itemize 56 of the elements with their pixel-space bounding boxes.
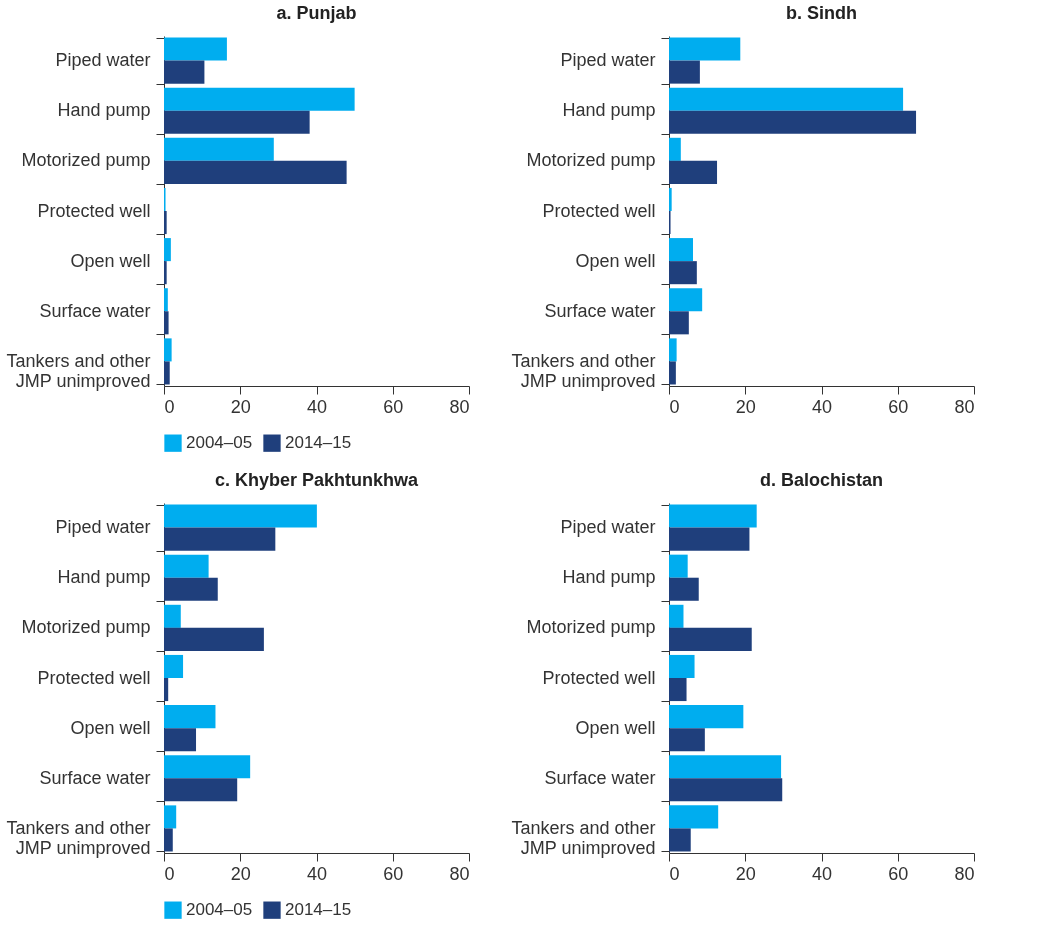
y-tick-label: Hand pump bbox=[57, 100, 151, 121]
y-tick-label: Surface water bbox=[544, 767, 656, 788]
x-tick-label: 40 bbox=[811, 396, 833, 417]
y-tick-label: Piped water bbox=[55, 517, 151, 538]
x-tick-label: 60 bbox=[383, 396, 404, 417]
x-tick-label: 20 bbox=[230, 863, 251, 884]
y-tick-label: Tankers and other JMP unimproved bbox=[511, 350, 656, 391]
legend-label: 2004–05 bbox=[186, 433, 253, 453]
y-tick-label: Hand pump bbox=[57, 567, 151, 588]
x-tick-label: 0 bbox=[164, 396, 175, 417]
y-tick-label: Tankers and other JMP unimproved bbox=[6, 350, 151, 391]
y-tick-label: Tankers and other JMP unimproved bbox=[6, 817, 151, 858]
x-tick-label: 0 bbox=[669, 863, 680, 884]
y-tick-label: Motorized pump bbox=[526, 617, 656, 638]
chart-title: b. Sindh bbox=[786, 3, 857, 23]
y-tick-label: Piped water bbox=[560, 50, 656, 71]
x-tick-label: 60 bbox=[888, 396, 909, 417]
x-tick-label: 0 bbox=[669, 396, 680, 417]
y-tick-label: Motorized pump bbox=[526, 150, 656, 171]
y-tick-label: Piped water bbox=[560, 517, 656, 538]
y-tick-label: Hand pump bbox=[562, 100, 656, 121]
y-tick-label: Open well bbox=[575, 250, 656, 271]
x-tick-label: 40 bbox=[306, 396, 328, 417]
x-tick-label: 20 bbox=[735, 863, 756, 884]
y-tick-label: Open well bbox=[575, 717, 656, 738]
chart-title: a. Punjab bbox=[276, 3, 357, 23]
y-tick-label: Open well bbox=[70, 717, 151, 738]
y-tick-label: Surface water bbox=[39, 767, 151, 788]
x-tick-label: 80 bbox=[954, 863, 975, 884]
x-tick-label: 80 bbox=[449, 396, 470, 417]
x-tick-label: 40 bbox=[811, 863, 833, 884]
x-tick-label: 60 bbox=[888, 863, 909, 884]
y-tick-label: Surface water bbox=[39, 300, 151, 321]
x-tick-label: 80 bbox=[954, 396, 975, 417]
y-tick-label: Open well bbox=[70, 250, 151, 271]
y-tick-label: Protected well bbox=[542, 667, 656, 688]
y-tick-label: Protected well bbox=[37, 200, 151, 221]
y-tick-label: Motorized pump bbox=[21, 617, 151, 638]
chart-title: c. Khyber Pakhtunkhwa bbox=[214, 470, 420, 490]
legend-label: 2014–15 bbox=[285, 900, 352, 920]
legend-label: 2004–05 bbox=[186, 900, 253, 920]
y-tick-label: Protected well bbox=[542, 200, 656, 221]
x-tick-label: 20 bbox=[735, 396, 756, 417]
x-tick-label: 40 bbox=[306, 863, 328, 884]
y-tick-label: Protected well bbox=[37, 667, 151, 688]
x-tick-label: 20 bbox=[230, 396, 251, 417]
y-tick-label: Piped water bbox=[55, 50, 151, 71]
legend-label: 2014–15 bbox=[285, 433, 352, 453]
y-tick-label: Tankers and other JMP unimproved bbox=[511, 817, 656, 858]
y-tick-label: Motorized pump bbox=[21, 150, 151, 171]
x-tick-label: 60 bbox=[383, 863, 404, 884]
x-tick-label: 0 bbox=[164, 863, 175, 884]
chart-title: d. Balochistan bbox=[759, 470, 884, 490]
y-tick-label: Hand pump bbox=[562, 567, 656, 588]
y-tick-label: Surface water bbox=[544, 300, 656, 321]
x-tick-label: 80 bbox=[449, 863, 470, 884]
